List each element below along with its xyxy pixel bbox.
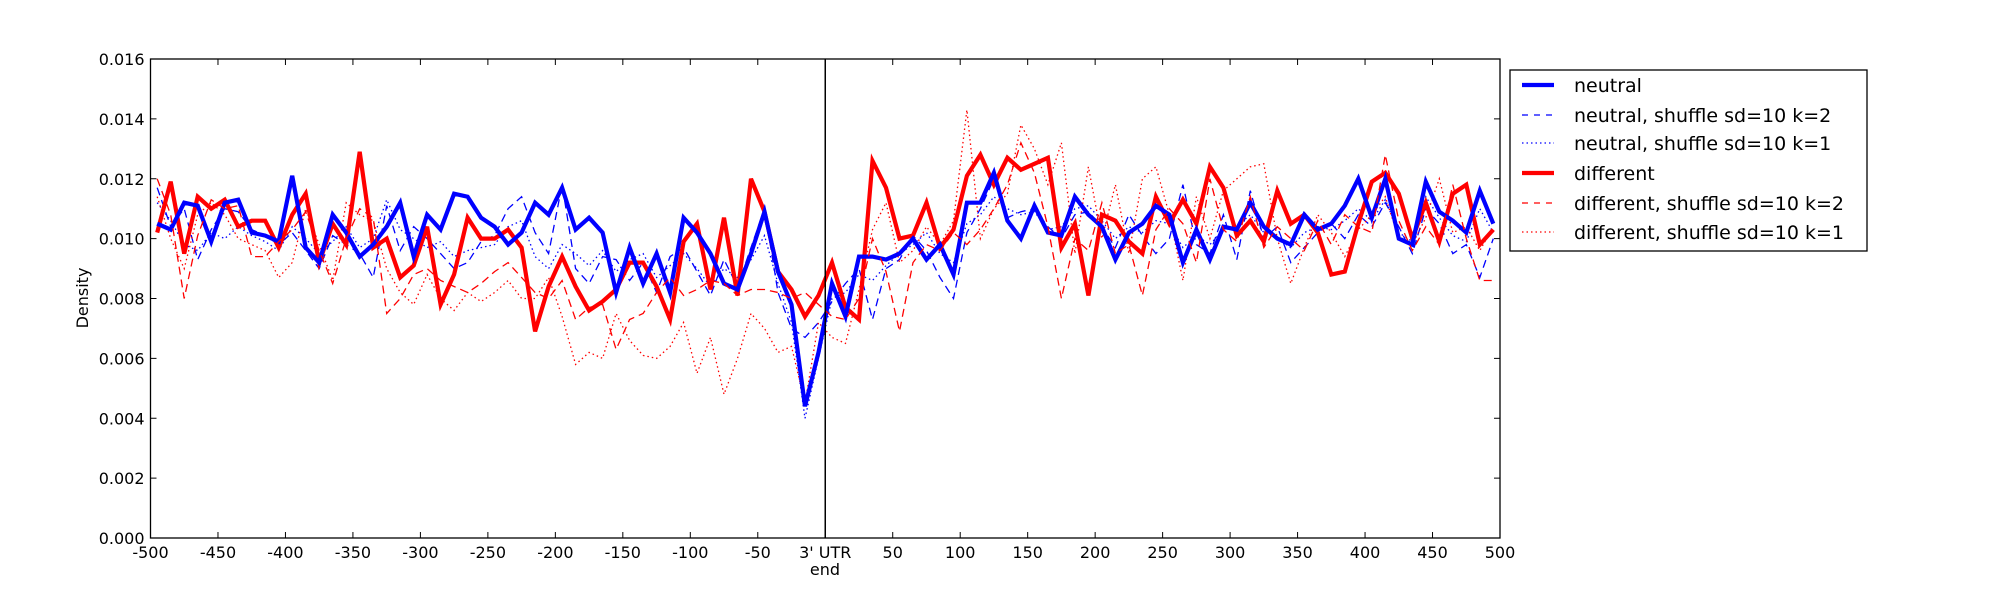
x-axis-label: end (810, 560, 840, 579)
legend-box (1509, 69, 1868, 252)
legend-label-3: different (1574, 163, 1655, 185)
x-tick-label: 50 (883, 543, 903, 562)
series-line-4 (156, 140, 1494, 352)
x-axis: -500 -450 -400 -350 -300 -250 -200 -150 -100 -50 3… (132, 59, 1515, 562)
x-tick-label: 3' UTR (799, 543, 851, 562)
x-tick-label: 100 (945, 543, 976, 562)
x-tick-label: -200 (537, 543, 573, 562)
x-tick-label: 300 (1215, 543, 1246, 562)
y-axis: 0.000 0.002 0.004 0.006 0.008 0.010 0.012 0.014… (99, 50, 1500, 548)
legend-label-0: neutral (1574, 75, 1642, 97)
x-tick-label: 200 (1080, 543, 1111, 562)
legend-label-2: neutral, shuffle sd=10 k=1 (1574, 133, 1831, 155)
x-tick-label: -450 (200, 543, 236, 562)
x-tick-label: 500 (1485, 543, 1516, 562)
series-line-2 (156, 195, 1494, 419)
legend-label-5: different, shuffle sd=10 k=1 (1574, 222, 1844, 244)
y-tick-label: 0.010 (99, 230, 145, 249)
legend: neutral neutral, shuffle sd=10 k=2 neutral… (1509, 69, 1868, 252)
x-tick-label: -150 (605, 543, 641, 562)
x-tick-label: -500 (132, 543, 168, 562)
legend-label-1: neutral, shuffle sd=10 k=2 (1574, 105, 1831, 127)
y-axis-label: Density (73, 268, 92, 329)
y-tick-label: 0.006 (99, 349, 145, 368)
y-tick-label: 0.012 (99, 170, 145, 189)
x-tick-label: 400 (1350, 543, 1381, 562)
x-tick-label: 350 (1282, 543, 1313, 562)
x-tick-label: 250 (1147, 543, 1178, 562)
y-tick-label: 0.000 (99, 529, 145, 548)
y-tick-label: 0.004 (99, 409, 145, 428)
y-tick-label: 0.002 (99, 469, 145, 488)
y-tick-label: 0.014 (99, 110, 145, 129)
x-tick-label: -400 (267, 543, 303, 562)
series-line-5 (156, 109, 1494, 404)
x-tick-label: -300 (402, 543, 438, 562)
x-tick-label: -50 (745, 543, 771, 562)
x-tick-label: 450 (1417, 543, 1448, 562)
x-tick-label: -350 (335, 543, 371, 562)
y-tick-label: 0.016 (99, 50, 145, 69)
x-tick-label: 150 (1012, 543, 1043, 562)
y-tick-label: 0.008 (99, 290, 145, 309)
legend-label-4: different, shuffle sd=10 k=2 (1574, 193, 1844, 215)
x-tick-label: -100 (672, 543, 708, 562)
x-tick-label: -250 (470, 543, 506, 562)
